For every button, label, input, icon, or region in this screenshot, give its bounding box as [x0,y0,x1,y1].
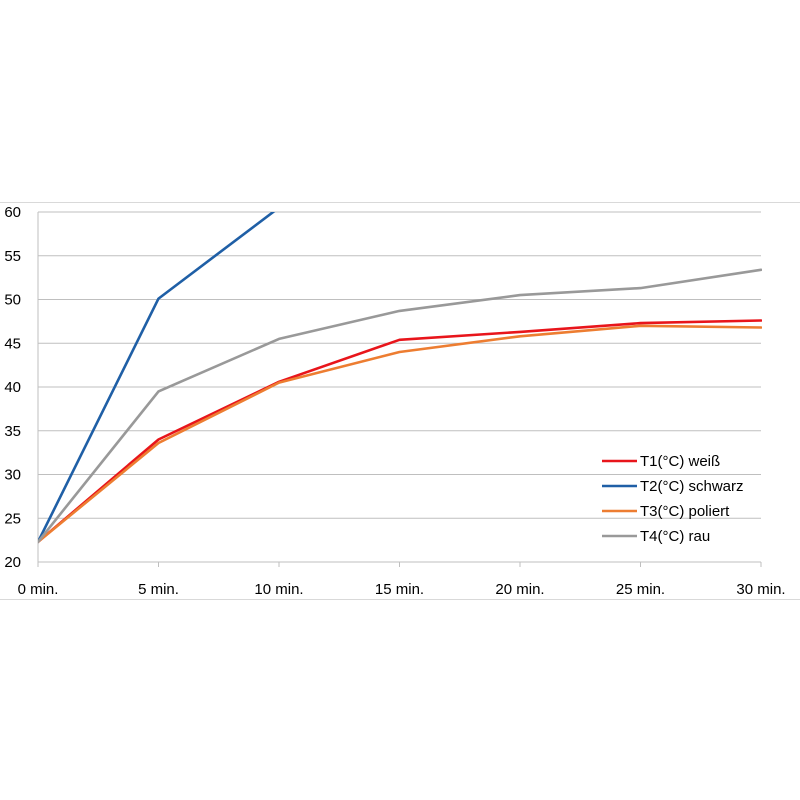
x-tick-label: 15 min. [375,581,424,598]
legend-label: T3(°C) poliert [640,503,730,520]
x-tick-label: 5 min. [138,581,179,598]
y-axis-tick-labels: 20 25 30 35 40 45 50 55 60 [4,204,21,571]
y-tick-label: 25 [4,510,21,527]
series-lines [38,212,762,544]
legend-label: T4(°C) rau [640,528,710,545]
x-tick-label: 30 min. [736,581,785,598]
x-axis-tick-labels: 0 min. 5 min. 10 min. 15 min. 20 min. 25 min.… [18,581,786,598]
y-tick-label: 45 [4,335,21,352]
series-line [38,212,276,544]
axes [37,212,762,567]
y-tick-label: 40 [4,379,21,396]
x-tick-label: 20 min. [495,581,544,598]
series-line [38,324,762,544]
x-tick-label: 0 min. [18,581,59,598]
chart-frame [0,202,800,600]
y-tick-label: 60 [4,204,21,221]
y-tick-label: 20 [4,554,21,571]
y-tick-label: 55 [4,248,21,265]
gridlines [38,211,761,519]
x-tick-label: 25 min. [616,581,665,598]
legend-label: T1(°C) weiß [640,453,720,470]
series-line [38,268,762,544]
y-tick-label: 50 [4,292,21,309]
x-tick-label: 10 min. [254,581,303,598]
y-tick-label: 35 [4,423,21,440]
y-tick-label: 30 [4,467,21,484]
series-line [38,319,762,544]
legend: T1(°C) weiß T2(°C) schwarz T3(°C) poliert T… [602,453,744,545]
legend-label: T2(°C) schwarz [640,478,744,495]
